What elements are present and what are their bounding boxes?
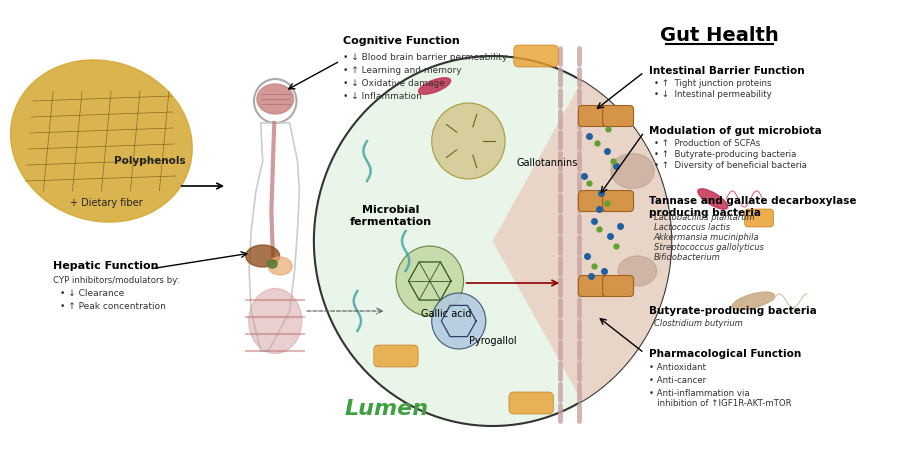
FancyBboxPatch shape — [744, 209, 774, 227]
Circle shape — [396, 246, 464, 316]
Text: • ↑  Production of SCFAs: • ↑ Production of SCFAs — [653, 139, 760, 148]
Text: CYP inhibitors/modulators by:: CYP inhibitors/modulators by: — [53, 276, 180, 285]
Text: Gallic acid: Gallic acid — [421, 309, 472, 319]
Text: • ↓ Clearance: • ↓ Clearance — [60, 289, 124, 298]
Text: + Dietary fiber: + Dietary fiber — [70, 198, 142, 208]
Text: • ↑  Tight junction proteins: • ↑ Tight junction proteins — [653, 79, 771, 88]
Text: • ↑  Diversity of beneficial bacteria: • ↑ Diversity of beneficial bacteria — [653, 161, 806, 170]
Text: • ↓ Blood brain barrier permeability: • ↓ Blood brain barrier permeability — [343, 53, 507, 62]
Circle shape — [432, 293, 486, 349]
Ellipse shape — [733, 292, 774, 310]
Text: • ↓ Oxidative damage: • ↓ Oxidative damage — [343, 79, 445, 88]
Ellipse shape — [267, 260, 277, 268]
Ellipse shape — [246, 245, 280, 267]
Ellipse shape — [698, 189, 728, 209]
Wedge shape — [492, 81, 671, 401]
Text: Lactobacillus plantarum: Lactobacillus plantarum — [653, 213, 754, 222]
Text: Pyrogallol: Pyrogallol — [469, 336, 517, 346]
Ellipse shape — [256, 84, 293, 114]
Text: Intestinal Barrier Function: Intestinal Barrier Function — [649, 66, 805, 76]
Text: Lactococcus lactis: Lactococcus lactis — [653, 223, 730, 232]
Text: Streptococcus gallolyticus: Streptococcus gallolyticus — [653, 243, 764, 252]
Text: Hepatic Function: Hepatic Function — [53, 261, 158, 271]
Text: Polyphenols: Polyphenols — [114, 156, 185, 166]
Text: • Anti-inflammation via
   inhibition of ↑IGF1R-AKT-mTOR: • Anti-inflammation via inhibition of ↑I… — [649, 389, 792, 408]
FancyBboxPatch shape — [603, 190, 634, 211]
Text: • Antioxidant: • Antioxidant — [649, 363, 706, 372]
Ellipse shape — [268, 257, 292, 275]
Ellipse shape — [418, 78, 451, 94]
Text: Modulation of gut microbiota: Modulation of gut microbiota — [649, 126, 822, 136]
Text: • ↑ Peak concentration: • ↑ Peak concentration — [60, 302, 166, 311]
Text: Clostridium butyrium: Clostridium butyrium — [653, 319, 742, 328]
Circle shape — [314, 56, 671, 426]
Text: • ↓ Inflammation: • ↓ Inflammation — [343, 92, 422, 101]
FancyBboxPatch shape — [579, 190, 609, 211]
Text: Butyrate-producing bacteria: Butyrate-producing bacteria — [649, 306, 817, 316]
Text: • ↑ Learning and memory: • ↑ Learning and memory — [343, 66, 462, 75]
Text: • Anti-cancer: • Anti-cancer — [649, 376, 706, 385]
FancyBboxPatch shape — [579, 276, 609, 297]
FancyBboxPatch shape — [514, 45, 558, 67]
FancyBboxPatch shape — [603, 276, 634, 297]
FancyBboxPatch shape — [374, 345, 419, 367]
Text: Lumen: Lumen — [344, 399, 428, 419]
Circle shape — [432, 103, 505, 179]
Text: Gut Health: Gut Health — [660, 26, 778, 45]
Text: Pharmacological Function: Pharmacological Function — [649, 349, 801, 359]
Text: • ↑  Butyrate-producing bacteria: • ↑ Butyrate-producing bacteria — [653, 150, 796, 159]
FancyBboxPatch shape — [579, 106, 609, 127]
Ellipse shape — [611, 154, 654, 188]
Text: Microbial
fermentation: Microbial fermentation — [350, 205, 432, 227]
FancyBboxPatch shape — [603, 106, 634, 127]
Text: Bifidobacterium: Bifidobacterium — [653, 253, 721, 262]
Text: Gallotannins: Gallotannins — [517, 158, 578, 168]
Text: Tannase and gallate decarboxylase
producing bacteria: Tannase and gallate decarboxylase produc… — [649, 196, 857, 218]
Text: Akkermansia muciniphila: Akkermansia muciniphila — [653, 233, 760, 242]
Text: Cognitive Function: Cognitive Function — [343, 36, 460, 46]
Ellipse shape — [248, 289, 302, 354]
Ellipse shape — [11, 60, 193, 222]
FancyBboxPatch shape — [509, 392, 554, 414]
Ellipse shape — [618, 256, 657, 286]
Text: • ↓  Intestinal permeability: • ↓ Intestinal permeability — [653, 90, 771, 99]
